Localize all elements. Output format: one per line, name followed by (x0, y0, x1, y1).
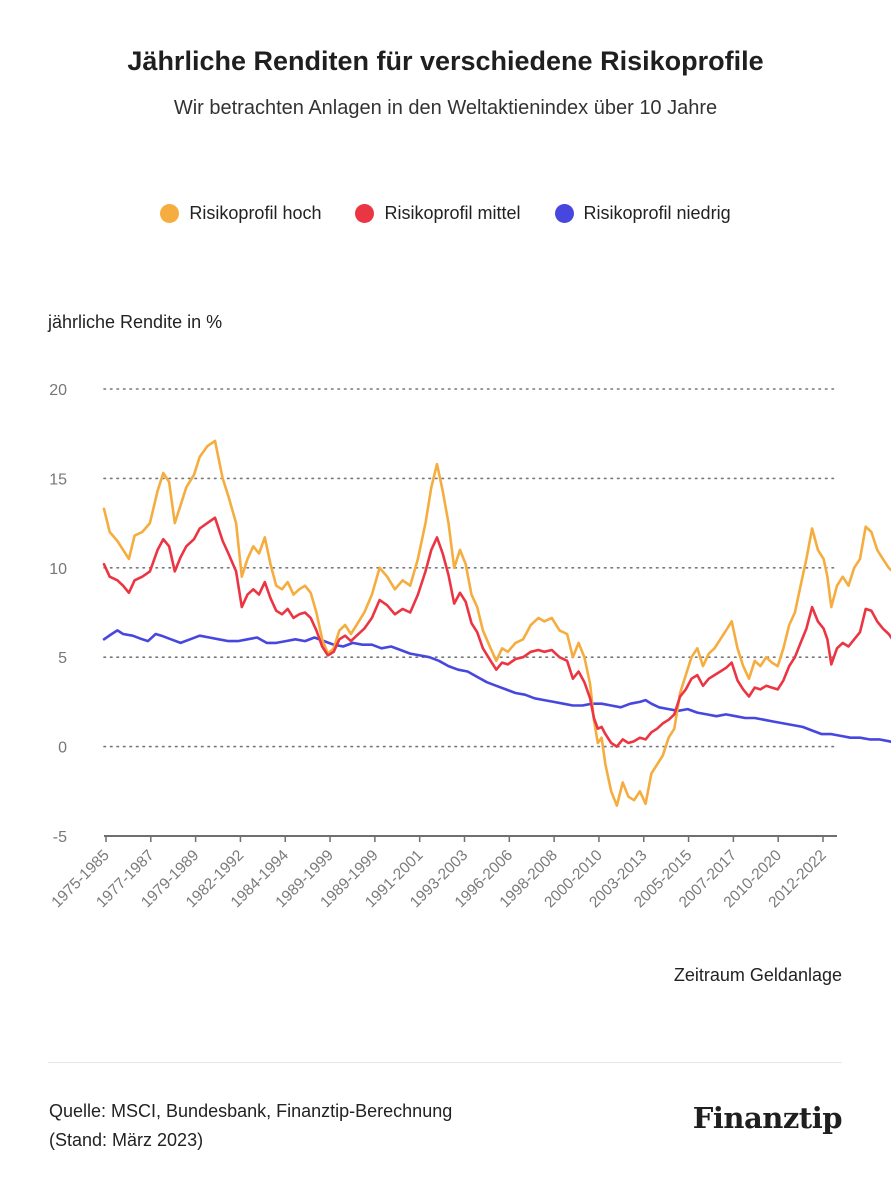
legend-dot-hoch (160, 204, 180, 223)
source-note: Quelle: MSCI, Bundesbank, Finanztip-Bere… (49, 1097, 452, 1155)
legend-label-niedrig: Risikoprofil niedrig (583, 203, 731, 223)
chart-subtitle: Wir betrachten Anlagen in den Weltaktien… (173, 97, 718, 119)
legend-item-mittel: Risikoprofil mittel (355, 203, 521, 224)
footer-divider (48, 1062, 842, 1063)
source-line-1: Quelle: MSCI, Bundesbank, Finanztip-Bere… (49, 1101, 453, 1121)
chart-title: Jährliche Renditen für verschiedene Risi… (127, 46, 764, 76)
legend-item-hoch: Risikoprofil hoch (160, 203, 321, 224)
y-tick-label: 20 (49, 382, 67, 399)
brand-logo: Finanztip (692, 1101, 843, 1135)
x-axis-label: Zeitraum Geldanlage (673, 965, 842, 985)
series-line-mittel (102, 516, 891, 748)
y-tick-label: 10 (49, 561, 67, 578)
legend-item-niedrig: Risikoprofil niedrig (554, 203, 731, 224)
series-line-hoch (102, 439, 891, 807)
y-tick-label: 0 (58, 740, 67, 757)
source-line-2: (Stand: März 2023) (49, 1130, 204, 1150)
legend-dot-niedrig (554, 204, 574, 223)
y-tick-label: 15 (49, 471, 67, 488)
legend-label-hoch: Risikoprofil hoch (189, 203, 322, 223)
y-axis-label: jährliche Rendite in % (48, 312, 223, 332)
series-line-niedrig (102, 629, 891, 744)
legend: Risikoprofil hoch Risikoprofil mittel Ri… (0, 203, 891, 224)
legend-dot-mittel (355, 204, 375, 223)
line-chart: 20151050-51975-19851977-19871979-1989198… (48, 382, 891, 911)
y-tick-label: 5 (58, 650, 67, 667)
legend-label-mittel: Risikoprofil mittel (384, 203, 521, 223)
y-tick-label: -5 (53, 829, 67, 846)
